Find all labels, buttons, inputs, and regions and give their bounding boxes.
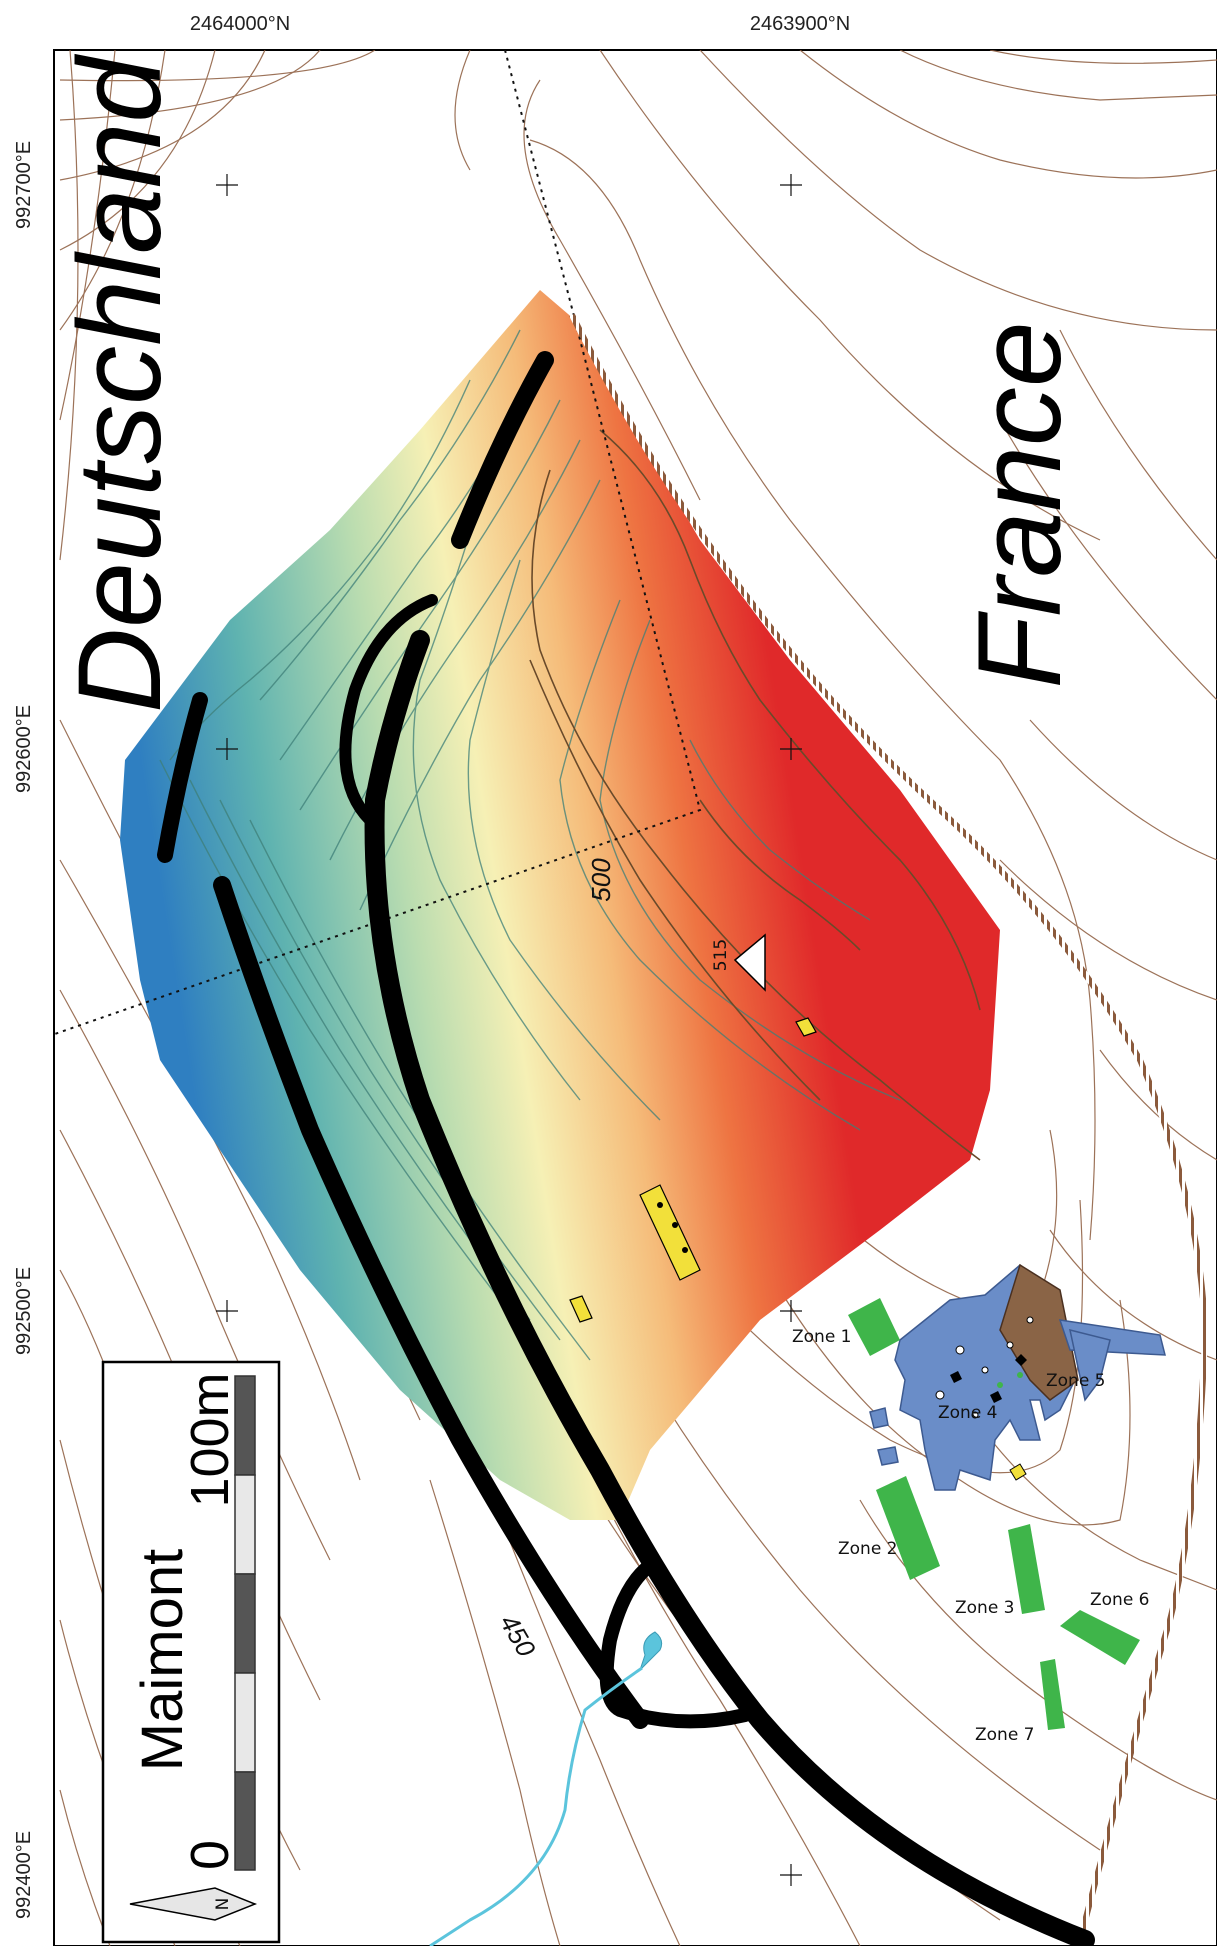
survey-zones [848, 1298, 1140, 1730]
stream [429, 1631, 663, 1946]
scale-start-label: 0 [180, 1840, 240, 1870]
north-arrow-icon: N [129, 1887, 258, 1921]
north-arrow-label: N [213, 1898, 233, 1911]
elevation-contours [159, 329, 901, 1361]
excavation-area [869, 1263, 1166, 1491]
contour-label-500: 500 [586, 858, 616, 902]
left-coord-label-1: 992700°E [13, 141, 35, 229]
railway-track [569, 313, 1209, 1941]
zone-7-area [1040, 1659, 1065, 1730]
ramparts [157, 351, 1095, 1946]
find-spots [569, 1017, 817, 1323]
zone-label-6: Zone 6 [1090, 1590, 1150, 1610]
left-coord-label-2: 992600°E [13, 705, 35, 793]
summit-elevation-label: 515 [711, 939, 731, 971]
top-coord-label-2: 2463900°N [750, 13, 850, 35]
left-coord-label-3: 992500°E [13, 1267, 35, 1355]
site-name-label: Maimont [130, 1549, 195, 1771]
country-label-deutschland: Deutschland [54, 54, 186, 713]
zone-label-5: Zone 5 [1046, 1371, 1106, 1391]
zone-label-3: Zone 3 [955, 1598, 1015, 1618]
zone-label-4: Zone 4 [938, 1403, 998, 1423]
zone-2-area [876, 1476, 940, 1580]
top-coord-label-1: 2464000°N [190, 13, 290, 35]
zone-label-2: Zone 2 [838, 1539, 898, 1559]
scale-end-label: 100m [180, 1372, 240, 1507]
left-coord-label-4: 992400°E [13, 1831, 35, 1919]
country-label-france: France [954, 321, 1086, 688]
legend: Maimont 100m 0 N [101, 1360, 281, 1944]
zone-6-area [1060, 1610, 1140, 1665]
zone-1-area [848, 1298, 900, 1356]
zone-3-area [1008, 1524, 1045, 1614]
zone-label-1: Zone 1 [792, 1327, 852, 1347]
summit-marker-icon [733, 933, 766, 992]
grid-crosshairs [216, 174, 802, 1886]
zone-label-7: Zone 7 [975, 1725, 1035, 1745]
dem-boundary-contours [529, 429, 981, 1161]
scale-bar [234, 1375, 256, 1871]
